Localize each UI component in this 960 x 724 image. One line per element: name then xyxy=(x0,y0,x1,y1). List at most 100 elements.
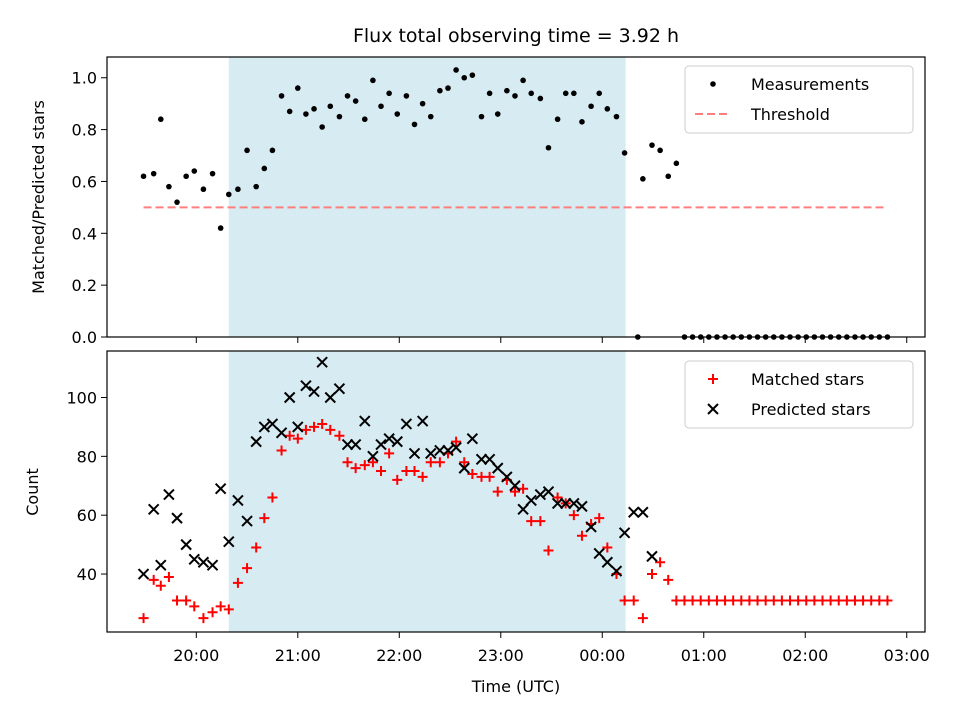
predicted-star-point xyxy=(333,382,346,395)
predicted-star-point xyxy=(551,497,564,510)
measurement-point xyxy=(640,176,646,182)
predicted-star-point xyxy=(258,421,271,433)
measurement-point xyxy=(336,113,343,120)
matched-star-point xyxy=(568,510,579,521)
matched-star-point xyxy=(467,468,478,479)
matched-star-point xyxy=(215,601,226,612)
measurement-point xyxy=(269,147,276,154)
legend: Matched stars Predicted stars xyxy=(684,360,914,429)
matched-star-point xyxy=(425,457,436,468)
predicted-star-point xyxy=(300,380,312,392)
matched-star-point xyxy=(138,613,149,624)
x-tick-label: 22:00 xyxy=(376,646,422,665)
matched-star-point xyxy=(484,471,495,482)
predicted-star-point xyxy=(610,565,623,577)
predicted-star-point xyxy=(501,471,513,483)
measurement-point xyxy=(673,160,680,167)
measurement-point xyxy=(235,186,241,193)
matched-star-point xyxy=(350,463,361,474)
matched-star-point xyxy=(267,492,278,503)
measurement-point xyxy=(657,147,663,154)
predicted-star-point xyxy=(171,512,183,524)
matched-star-point xyxy=(334,430,345,441)
measurement-point xyxy=(665,173,672,180)
y-tick-label: 80 xyxy=(77,447,97,466)
y-tick-label: 0.2 xyxy=(72,276,97,295)
predicted-star-point xyxy=(542,485,555,498)
measurement-point xyxy=(253,183,259,190)
legend-measurement-swatch xyxy=(710,81,716,87)
predicted-star-point xyxy=(206,559,219,571)
predicted-star-point xyxy=(593,547,605,560)
predicted-star-point xyxy=(637,506,649,518)
measurement-point xyxy=(209,170,216,177)
legend-label: Matched stars xyxy=(751,370,864,389)
measurement-point xyxy=(327,103,334,110)
predicted-star-point xyxy=(188,553,200,566)
legend-predicted-swatch xyxy=(707,403,719,415)
predicted-star-point xyxy=(450,441,462,454)
x-tick-label: 20:00 xyxy=(173,646,219,665)
measurement-point xyxy=(303,111,309,117)
matched-star-point xyxy=(434,457,445,468)
predicted-star-point xyxy=(475,453,488,465)
measurement-point xyxy=(554,116,561,123)
y-tick-label: 100 xyxy=(66,388,97,407)
measurement-point xyxy=(378,103,384,110)
predicted-star-point xyxy=(434,444,446,457)
measurement-point xyxy=(453,67,459,73)
legend-matched-swatch xyxy=(708,374,718,384)
predicted-star-point xyxy=(400,418,413,430)
matched-star-point xyxy=(155,580,166,591)
matched-star-point xyxy=(189,601,200,612)
matched-star-point xyxy=(359,460,370,471)
matched-star-point xyxy=(552,492,563,503)
predicted-star-point xyxy=(375,438,387,451)
matched-star-point xyxy=(637,613,648,624)
predicted-star-point xyxy=(425,447,437,460)
measurement-point xyxy=(649,142,655,148)
matched-star-point xyxy=(276,445,287,456)
measurement-point xyxy=(344,93,351,99)
matched-star-point xyxy=(223,604,234,615)
matched-star-point xyxy=(292,433,303,444)
y-tick-label: 0.4 xyxy=(72,224,97,243)
measurement-point xyxy=(411,121,418,128)
measurement-point xyxy=(370,77,376,84)
measurement-point xyxy=(621,150,628,156)
matched-star-point xyxy=(602,542,613,553)
predicted-star-point xyxy=(458,462,470,474)
measurement-point xyxy=(361,116,368,123)
legend-label: Threshold xyxy=(750,105,830,124)
predicted-star-point xyxy=(618,527,631,539)
predicted-star-point xyxy=(214,482,227,495)
x-tick-label: 21:00 xyxy=(275,646,321,665)
predicted-star-point xyxy=(250,435,262,448)
matched-star-point xyxy=(342,457,353,468)
predicted-star-point xyxy=(316,356,328,368)
matched-star-point xyxy=(309,421,320,432)
predicted-star-point xyxy=(483,453,496,465)
matched-star-point xyxy=(317,418,328,429)
measurement-point xyxy=(437,87,443,94)
measurement-point xyxy=(469,72,476,78)
measurement-point xyxy=(191,168,198,174)
matched-star-point xyxy=(459,457,470,468)
predicted-star-point xyxy=(137,568,150,580)
measurement-point xyxy=(403,93,410,99)
measurement-point xyxy=(545,144,552,151)
matched-star-point xyxy=(576,530,587,541)
matched-star-point xyxy=(207,607,218,618)
predicted-star-point xyxy=(383,432,395,445)
measurement-point xyxy=(286,108,293,115)
matched-star-point xyxy=(163,571,174,582)
measurement-point xyxy=(166,183,172,190)
legend-frame xyxy=(684,360,914,429)
predicted-star-point xyxy=(466,432,479,445)
legend-frame xyxy=(684,65,914,134)
matched-star-point xyxy=(655,557,666,568)
measurement-point xyxy=(244,147,250,154)
predicted-star-point xyxy=(367,450,379,463)
